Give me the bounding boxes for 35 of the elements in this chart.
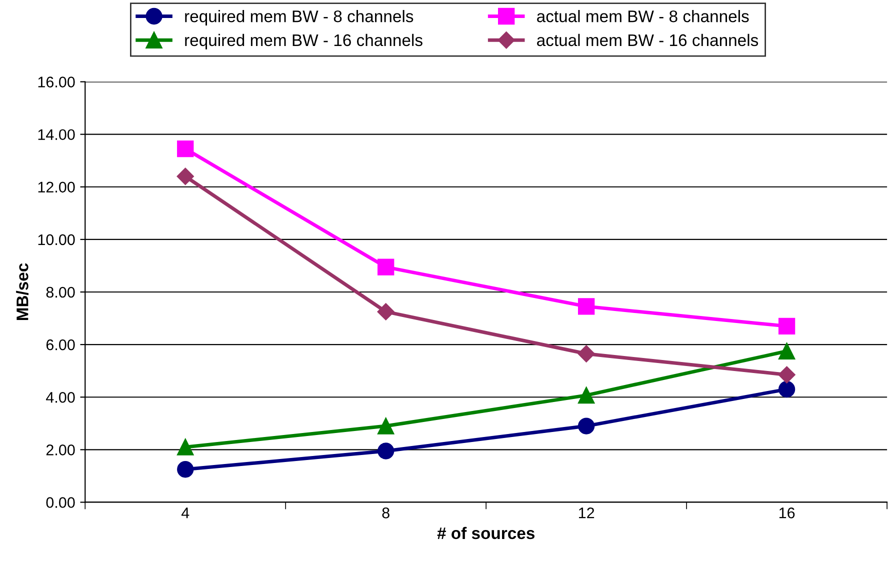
x-tick-label: 16 bbox=[779, 508, 795, 518]
legend-label: actual mem BW - 8 channels bbox=[537, 10, 749, 22]
y-tick-label: 6.00 bbox=[46, 339, 75, 350]
y-axis-title: MB/sec bbox=[16, 263, 28, 320]
point bbox=[177, 140, 194, 158]
point bbox=[378, 442, 394, 460]
point bbox=[578, 298, 595, 315]
y-tick-label: 12.00 bbox=[38, 182, 75, 193]
point bbox=[578, 418, 595, 434]
point bbox=[377, 303, 394, 320]
point bbox=[578, 386, 595, 404]
y-tick-label: 14.00 bbox=[38, 129, 75, 140]
legend-label: required mem BW - 8 channels bbox=[185, 10, 414, 26]
point bbox=[778, 366, 796, 384]
y-tick-label: 0.00 bbox=[46, 497, 75, 508]
point bbox=[578, 345, 595, 362]
point bbox=[177, 438, 194, 456]
y-tick-label: 2.00 bbox=[46, 444, 75, 456]
point bbox=[378, 258, 394, 276]
point bbox=[778, 318, 796, 334]
x-tick-label: 12 bbox=[578, 508, 594, 518]
x-tick-label: 4 bbox=[181, 508, 190, 518]
point bbox=[378, 418, 394, 434]
x-axis-title: # of sources bbox=[437, 526, 534, 540]
x-tick-label: 8 bbox=[382, 508, 390, 518]
point bbox=[176, 168, 194, 185]
y-tick-label: 4.00 bbox=[46, 392, 75, 403]
y-tick-label: 16.00 bbox=[38, 76, 75, 88]
y-tick-label: 10.00 bbox=[38, 234, 75, 246]
point bbox=[177, 461, 194, 478]
point bbox=[778, 342, 796, 360]
legend-label: required mem BW - 16 channels bbox=[185, 34, 422, 50]
y-tick-label: 8.00 bbox=[46, 286, 75, 298]
legend-label: actual mem BW - 16 channels bbox=[537, 34, 758, 46]
point bbox=[778, 380, 796, 398]
